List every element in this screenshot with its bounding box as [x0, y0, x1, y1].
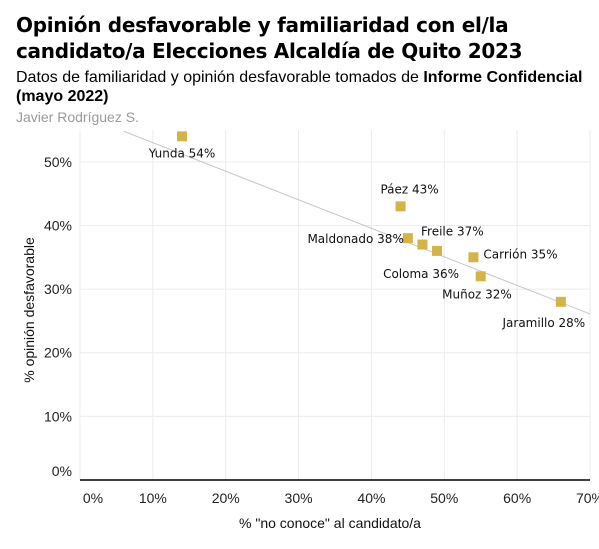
- x-tick-label: 0%: [83, 490, 103, 506]
- data-point: [475, 271, 486, 282]
- data-point: [468, 252, 479, 263]
- x-tick-label: 10%: [139, 490, 167, 506]
- trend-line: [123, 130, 591, 315]
- chart-subtitle: Datos de familiaridad y opinión desfavor…: [16, 68, 591, 106]
- subtitle-text: Datos de familiaridad y opinión desfavor…: [16, 69, 424, 86]
- point-label: Carrión 35%: [483, 247, 557, 261]
- point-label: Freile 37%: [421, 225, 484, 239]
- x-axis-title: % "no conoce" al candidato/a: [239, 515, 421, 531]
- data-point: [555, 296, 566, 307]
- point-label: Jaramillo 28%: [502, 316, 586, 330]
- point-label: Muñoz 32%: [442, 287, 512, 301]
- x-tick-label: 20%: [212, 490, 240, 506]
- data-points: [177, 131, 566, 307]
- x-tick-label: 30%: [285, 490, 313, 506]
- y-tick-label: 20%: [44, 345, 72, 361]
- y-axis-ticks: 0% 10% 20% 30% 40% 50%: [44, 154, 72, 479]
- point-label: Coloma 36%: [383, 267, 459, 281]
- point-label: Maldonado 38%: [307, 232, 403, 246]
- data-point: [395, 201, 406, 212]
- x-tick-label: 60%: [503, 490, 531, 506]
- y-tick-label: 0%: [52, 463, 72, 479]
- data-point: [402, 233, 413, 244]
- x-axis-ticks: 0% 10% 20% 30% 40% 50% 60% 70%: [83, 490, 599, 506]
- x-tick-label: 50%: [430, 490, 458, 506]
- chart-title: Opinión desfavorable y familiaridad con …: [16, 13, 523, 63]
- chart-author: Javier Rodríguez S.: [16, 109, 139, 125]
- y-tick-label: 50%: [44, 154, 72, 170]
- point-labels: Yunda 54% Páez 43% Maldonado 38% Freile 37%…: [148, 146, 586, 329]
- x-tick-label: 70%: [576, 490, 599, 506]
- x-tick-label: 40%: [357, 490, 385, 506]
- data-point: [432, 245, 442, 256]
- data-point: [177, 131, 187, 142]
- y-tick-label: 40%: [44, 217, 72, 233]
- grid-lines: [79, 130, 591, 480]
- subtitle-source: Informe Confidencial (mayo 2022): [16, 69, 583, 105]
- point-label: Yunda 54%: [148, 146, 216, 160]
- y-tick-label: 10%: [44, 408, 72, 424]
- y-tick-label: 30%: [44, 281, 72, 297]
- point-label: Páez 43%: [380, 182, 438, 196]
- y-axis-title: % opinión desfavorable: [21, 237, 37, 383]
- data-point: [417, 239, 428, 250]
